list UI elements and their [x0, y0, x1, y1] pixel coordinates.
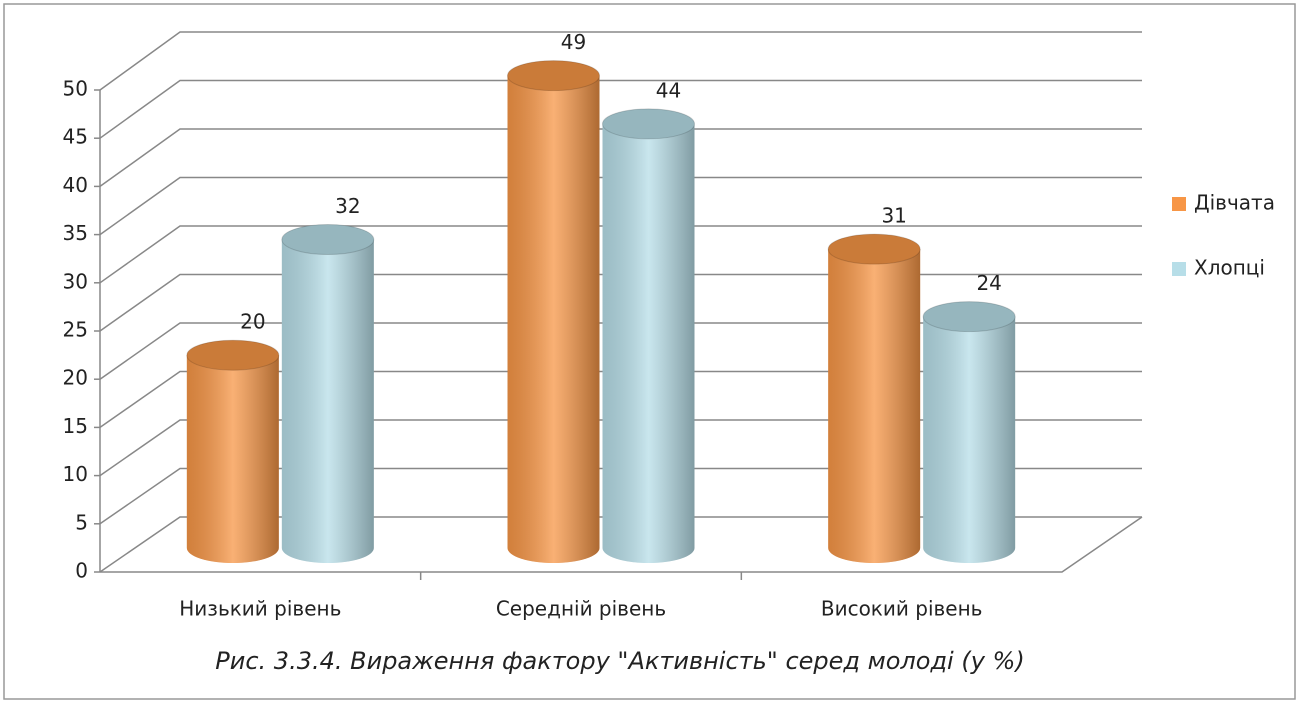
bar-shade: [507, 75, 600, 564]
bar-top: [507, 60, 600, 92]
legend-swatch: [1172, 262, 1186, 276]
legend-swatch: [1172, 197, 1186, 211]
grid-line: [99, 79, 1142, 139]
y-tick-label: 40: [63, 173, 88, 197]
x-tick-label: Низький рівень: [179, 597, 341, 621]
bar-top: [922, 301, 1016, 333]
bar-shade: [923, 316, 1016, 564]
y-tick-label: 45: [63, 125, 88, 149]
bar-top: [186, 339, 280, 371]
bar-shade: [828, 249, 921, 564]
bar-top-shade: [507, 60, 600, 91]
bar-shade: [186, 355, 279, 563]
y-tick-label: 20: [63, 366, 88, 390]
data-label: 49: [561, 30, 586, 54]
legend-label: Хлопці: [1194, 256, 1265, 280]
bar-shade: [602, 123, 695, 564]
chart-caption: Рис. 3.3.4. Вираження фактору "Активніст…: [215, 647, 1024, 675]
y-tick-label: 15: [63, 414, 88, 438]
legend-label: Дівчата: [1194, 191, 1275, 215]
y-tick-label: 35: [63, 221, 88, 245]
bar-top-shade: [186, 340, 279, 371]
bar-top: [281, 224, 375, 256]
bar-top: [827, 233, 921, 265]
y-tick-label: 0: [75, 559, 88, 583]
data-label: 20: [240, 310, 265, 334]
bar-top: [602, 108, 695, 140]
y-tick-label: 30: [63, 269, 88, 293]
x-tick-label: Високий рівень: [821, 597, 983, 621]
bar-top-shade: [281, 224, 374, 255]
grid-line: [99, 128, 1142, 188]
grid-line: [99, 273, 1142, 332]
bar-top-shade: [828, 234, 921, 265]
data-label: 44: [656, 78, 681, 102]
bar-shade: [281, 239, 374, 564]
bar-top-shade: [923, 301, 1016, 332]
grid-line: [99, 322, 1142, 380]
data-label: 31: [881, 204, 906, 228]
y-tick-label: 25: [63, 318, 88, 342]
bar-top-shade: [602, 108, 695, 139]
grid-line: [99, 419, 1142, 477]
x-tick-label: Середній рівень: [496, 597, 666, 621]
data-label: 32: [335, 194, 360, 218]
y-tick-label: 5: [75, 510, 88, 534]
y-tick-label: 50: [63, 77, 88, 101]
grid-line: [99, 31, 1142, 91]
grid-line: [99, 225, 1142, 284]
grid-line: [99, 467, 1142, 525]
data-label: 24: [976, 271, 1001, 295]
grid-line: [99, 370, 1142, 429]
grid-line: [99, 516, 1142, 573]
y-tick-label: 10: [63, 462, 88, 486]
grid-line: [99, 176, 1142, 236]
